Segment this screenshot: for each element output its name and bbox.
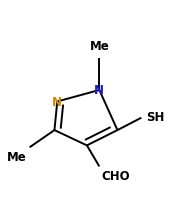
Text: N: N (94, 84, 104, 97)
Text: Me: Me (7, 151, 27, 164)
Text: SH: SH (146, 111, 165, 124)
Text: N: N (52, 96, 62, 108)
Text: Me: Me (89, 39, 109, 52)
Text: CHO: CHO (101, 169, 130, 182)
